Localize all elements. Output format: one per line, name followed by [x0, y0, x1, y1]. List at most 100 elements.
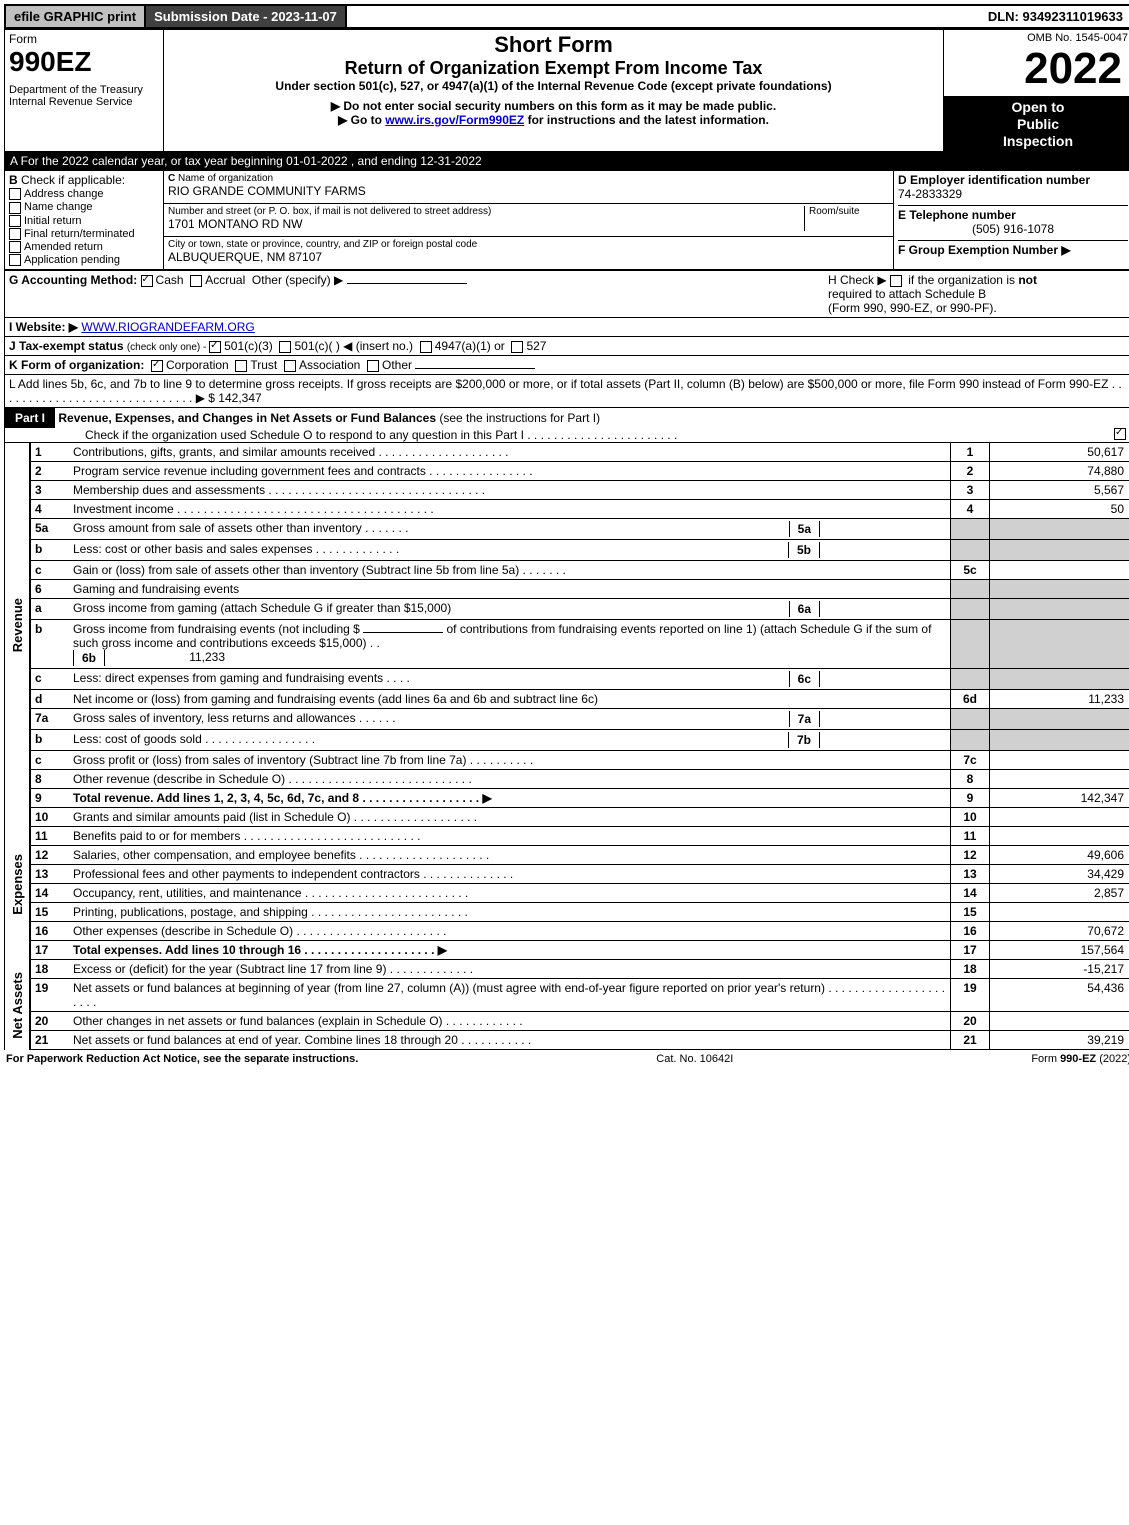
expenses-vlabel: Expenses [8, 850, 27, 919]
line-6c: c Less: direct expenses from gaming and … [30, 669, 1129, 690]
schedule-o-checkbox[interactable] [1114, 428, 1126, 440]
irs-link[interactable]: www.irs.gov/Form990EZ [385, 113, 524, 127]
form-label: Form [9, 32, 159, 46]
h-checkbox[interactable] [890, 275, 902, 287]
room-suite-label: Room/suite [804, 206, 889, 231]
line-20: 20 Other changes in net assets or fund b… [30, 1012, 1129, 1031]
tax-exempt-row: J Tax-exempt status (check only one) - 5… [4, 337, 1129, 356]
line-4: 4 Investment income . . . . . . . . . . … [30, 500, 1129, 519]
title-return: Return of Organization Exempt From Incom… [168, 58, 939, 79]
line-21: 21 Net assets or fund balances at end of… [30, 1031, 1129, 1050]
applicable-checkboxes: Address change Name change Initial retur… [9, 188, 159, 266]
line-11: 11 Benefits paid to or for members . . .… [30, 827, 1129, 846]
footer-left: For Paperwork Reduction Act Notice, see … [6, 1053, 358, 1065]
address-change-checkbox[interactable] [9, 188, 21, 200]
footer-form-ref: Form 990-EZ (2022) [1031, 1053, 1129, 1065]
netassets-vlabel: Net Assets [8, 968, 27, 1043]
omb-number: OMB No. 1545-0047 [948, 32, 1128, 44]
accrual-checkbox[interactable] [190, 275, 202, 287]
line-6a: a Gross income from gaming (attach Sched… [30, 599, 1129, 620]
form-of-org-row: K Form of organization: Corporation Trus… [4, 356, 1129, 375]
line-8: 8 Other revenue (describe in Schedule O)… [30, 770, 1129, 789]
line-3: 3 Membership dues and assessments . . . … [30, 481, 1129, 500]
dln-text: DLN: 93492311019633 [980, 6, 1129, 27]
dept-treasury: Department of the Treasury [9, 84, 159, 96]
line-17: 17 Total expenses. Add lines 10 through … [30, 941, 1129, 960]
website-link[interactable]: WWW.RIOGRANDEFARM.ORG [81, 320, 254, 334]
note-ssn: ▶ Do not enter social security numbers o… [168, 99, 939, 113]
501c-checkbox[interactable] [279, 341, 291, 353]
line-12: 12 Salaries, other compensation, and emp… [30, 846, 1129, 865]
line-5a: 5a Gross amount from sale of assets othe… [30, 519, 1129, 540]
application-pending-checkbox[interactable] [9, 254, 21, 266]
accounting-method-label: G Accounting Method: [9, 273, 137, 287]
other-org-checkbox[interactable] [367, 360, 379, 372]
line-7c: c Gross profit or (loss) from sales of i… [30, 751, 1129, 770]
line-19: 19 Net assets or fund balances at beginn… [30, 979, 1129, 1012]
top-bar: efile GRAPHIC print Submission Date - 20… [4, 4, 1129, 29]
submission-date-button[interactable]: Submission Date - 2023-11-07 [146, 6, 347, 27]
form-header: Form 990EZ Department of the Treasury In… [4, 29, 1129, 152]
org-info-block: B Check if applicable: Address change Na… [4, 170, 1129, 270]
amended-return-checkbox[interactable] [9, 241, 21, 253]
line-5c: c Gain or (loss) from sale of assets oth… [30, 561, 1129, 580]
name-change-checkbox[interactable] [9, 202, 21, 214]
form-number: 990EZ [9, 46, 159, 78]
line-15: 15 Printing, publications, postage, and … [30, 903, 1129, 922]
line-18: 18 Excess or (deficit) for the year (Sub… [30, 960, 1129, 979]
page-footer: For Paperwork Reduction Act Notice, see … [4, 1050, 1129, 1068]
line-10: 10 Grants and similar amounts paid (list… [30, 808, 1129, 827]
subtitle: Under section 501(c), 527, or 4947(a)(1)… [168, 79, 939, 93]
final-return-checkbox[interactable] [9, 228, 21, 240]
line-2: 2 Program service revenue including gove… [30, 462, 1129, 481]
check-if-applicable: Check if applicable: [21, 173, 125, 187]
phone-label: E Telephone number [898, 208, 1016, 222]
name-of-org-label: Name of organization [178, 173, 273, 184]
open-public-badge: Open to Public Inspection [944, 97, 1129, 152]
note-goto: ▶ Go to www.irs.gov/Form990EZ for instru… [168, 113, 939, 127]
initial-return-checkbox[interactable] [9, 215, 21, 227]
footer-cat-no: Cat. No. 10642I [656, 1053, 733, 1065]
corporation-checkbox[interactable] [151, 360, 163, 372]
4947-checkbox[interactable] [420, 341, 432, 353]
line-9: 9 Total revenue. Add lines 1, 2, 3, 4, 5… [30, 789, 1129, 808]
line-6b: b Gross income from fundraising events (… [30, 620, 1129, 669]
city-value: ALBUQUERQUE, NM 87107 [168, 250, 889, 264]
h-check: H Check ▶ if the organization is not req… [824, 270, 1129, 317]
g-h-block: G Accounting Method: Cash Accrual Other … [4, 270, 1129, 318]
line-7b: b Less: cost of goods sold . . . . . . .… [30, 730, 1129, 751]
title-short-form: Short Form [168, 32, 939, 58]
part1-label: Part I [5, 408, 55, 428]
line-13: 13 Professional fees and other payments … [30, 865, 1129, 884]
line-7a: 7a Gross sales of inventory, less return… [30, 709, 1129, 730]
dept-irs: Internal Revenue Service [9, 96, 159, 108]
association-checkbox[interactable] [284, 360, 296, 372]
revenue-vlabel: Revenue [8, 594, 27, 656]
ein-label: D Employer identification number [898, 173, 1090, 187]
phone-value: (505) 916-1078 [898, 222, 1128, 236]
line-5b: b Less: cost or other basis and sales ex… [30, 540, 1129, 561]
gross-receipts-row: L Add lines 5b, 6c, and 7b to line 9 to … [4, 375, 1129, 408]
org-name: RIO GRANDE COMMUNITY FARMS [168, 184, 889, 198]
part1-body: Revenue 1 Contributions, gifts, grants, … [4, 443, 1129, 808]
part1-header: Part I Revenue, Expenses, and Changes in… [4, 408, 1129, 443]
ein-value: 74-2833329 [898, 187, 1128, 201]
cash-checkbox[interactable] [141, 275, 153, 287]
street-label: Number and street (or P. O. box, if mail… [168, 206, 804, 217]
section-a-tax-year: A For the 2022 calendar year, or tax yea… [4, 152, 1129, 170]
line-6: 6 Gaming and fundraising events [30, 580, 1129, 599]
line-6d: d Net income or (loss) from gaming and f… [30, 690, 1129, 709]
city-label: City or town, state or province, country… [168, 239, 889, 250]
line-1: 1 Contributions, gifts, grants, and simi… [30, 443, 1129, 462]
line-14: 14 Occupancy, rent, utilities, and maint… [30, 884, 1129, 903]
trust-checkbox[interactable] [235, 360, 247, 372]
efile-print-button[interactable]: efile GRAPHIC print [6, 6, 146, 27]
527-checkbox[interactable] [511, 341, 523, 353]
tax-year: 2022 [948, 44, 1128, 94]
group-exemption-label: F Group Exemption Number ▶ [898, 243, 1071, 257]
501c3-checkbox[interactable] [209, 341, 221, 353]
website-row: I Website: ▶ WWW.RIOGRANDEFARM.ORG [4, 318, 1129, 337]
gross-receipts-value: 142,347 [218, 391, 261, 405]
street-value: 1701 MONTANO RD NW [168, 217, 804, 231]
line-16: 16 Other expenses (describe in Schedule … [30, 922, 1129, 941]
